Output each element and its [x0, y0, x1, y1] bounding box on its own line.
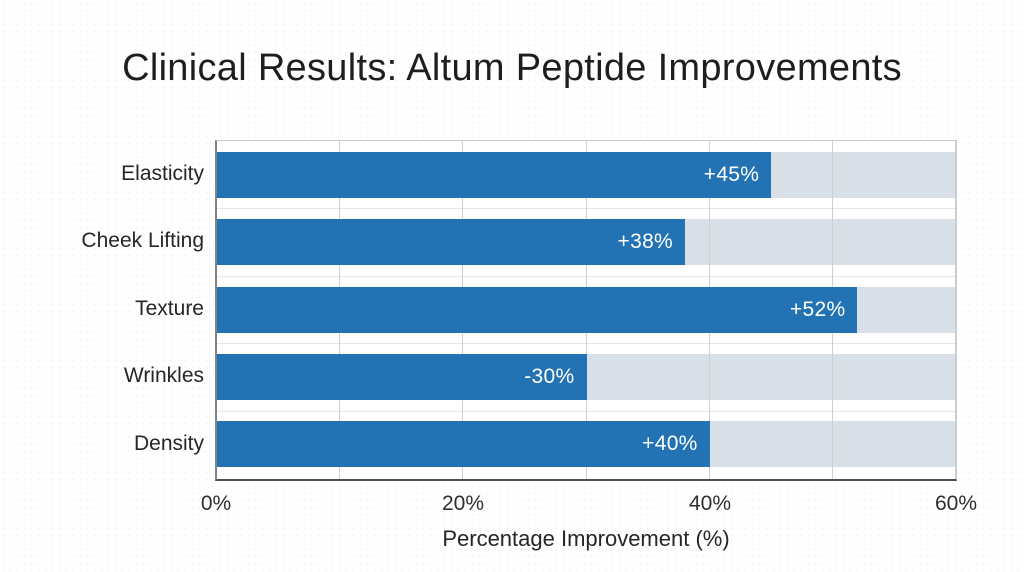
- category-label-wrinkles: Wrinkles: [123, 364, 204, 388]
- x-axis-title: Percentage Improvement (%): [442, 526, 730, 551]
- bar-value-label: -30%: [524, 364, 575, 388]
- bar-value-label: +40%: [642, 432, 698, 456]
- horizontal-gridline: [217, 410, 956, 412]
- plot-area: +45% +38% +52% -30% +40%: [215, 140, 957, 481]
- x-tick-60: 60%: [934, 492, 978, 515]
- x-tick-20: 20%: [441, 492, 485, 515]
- bar-value-label: +45%: [703, 162, 760, 186]
- horizontal-gridline: [217, 275, 956, 277]
- category-label-cheek-lifting: Cheek Lifting: [81, 229, 204, 253]
- horizontal-gridline: [217, 343, 956, 345]
- bar-cheek-lifting: +38%: [217, 219, 686, 266]
- bar-value-label: +38%: [617, 230, 674, 254]
- bar-texture: +52%: [217, 286, 858, 333]
- category-label-elasticity: Elasticity: [121, 162, 204, 186]
- bar-elasticity: +45%: [217, 151, 772, 198]
- x-tick-40: 40%: [688, 492, 732, 515]
- vertical-gridline: [955, 141, 956, 479]
- chart-title: Clinical Results: Altum Peptide Improvem…: [122, 47, 902, 89]
- category-label-texture: Texture: [135, 296, 204, 320]
- category-label-density: Density: [133, 431, 204, 455]
- category-axis-labels: Elasticity Cheek Lifting Texture Wrinkles De…: [0, 140, 204, 481]
- horizontal-gridline: [217, 208, 956, 210]
- bar-density: +40%: [217, 421, 710, 468]
- x-tick-0: 0%: [200, 492, 232, 515]
- bar-wrinkles: -30%: [217, 353, 587, 400]
- bar-value-label: +52%: [789, 297, 846, 321]
